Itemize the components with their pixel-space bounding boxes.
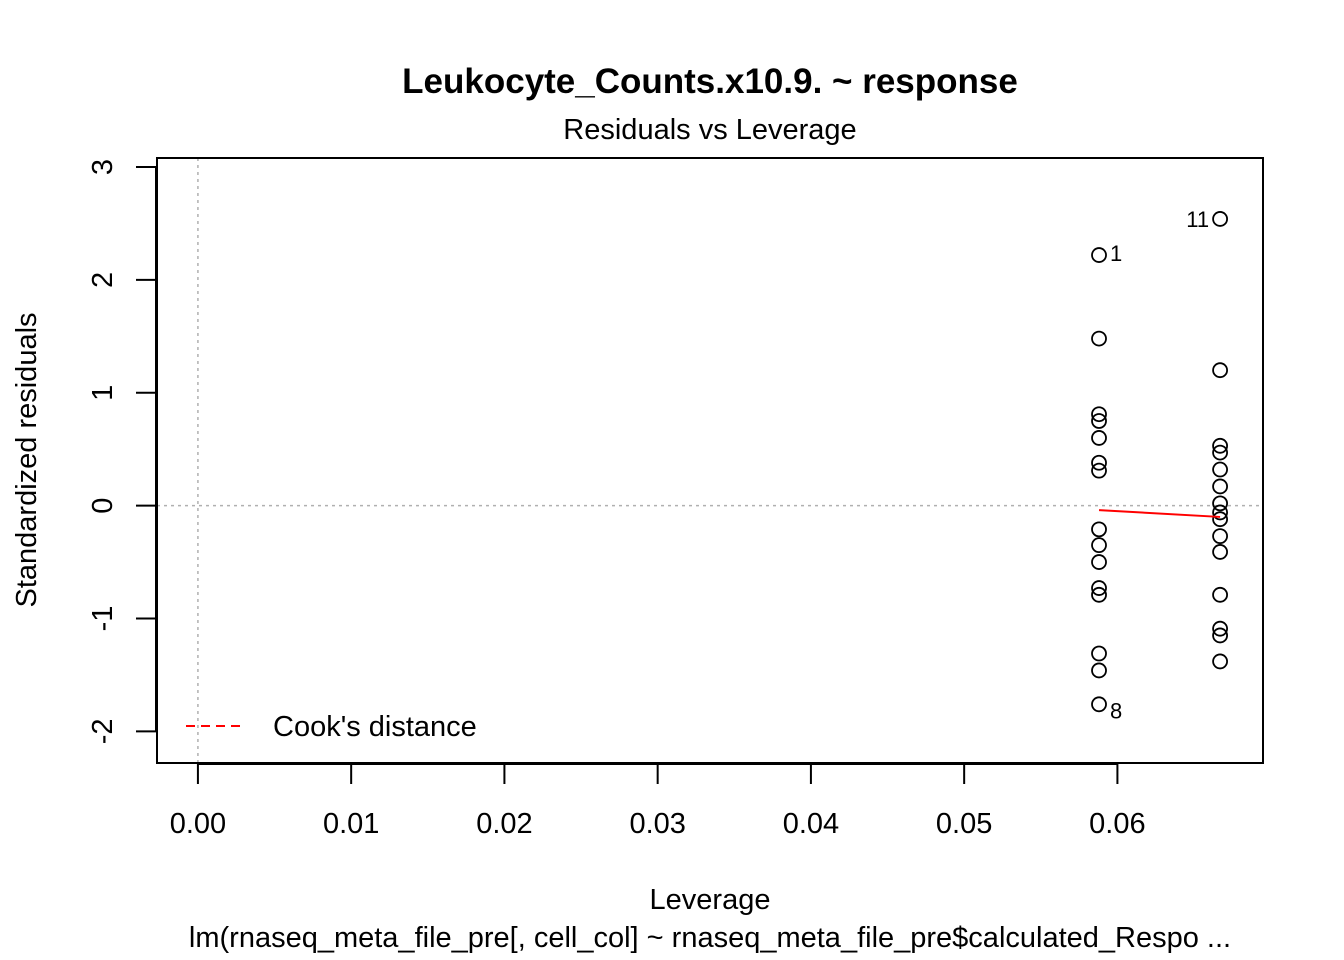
data-point bbox=[1091, 645, 1107, 662]
x-tick-label: 0.01 bbox=[323, 808, 379, 840]
data-point bbox=[1091, 454, 1107, 471]
data-point bbox=[1212, 627, 1228, 644]
data-point bbox=[1091, 521, 1107, 538]
data-point bbox=[1091, 696, 1107, 713]
legend-label-cooks-distance: Cook's distance bbox=[273, 711, 477, 743]
data-point bbox=[1091, 580, 1107, 596]
data-point bbox=[1212, 211, 1228, 227]
y-tick-label: 2 bbox=[87, 272, 119, 288]
y-tick-label: 1 bbox=[87, 385, 119, 401]
y-tick-label: -2 bbox=[87, 718, 119, 744]
data-point bbox=[1091, 406, 1107, 423]
x-tick-label: 0.06 bbox=[1089, 808, 1145, 840]
y-axis-title: Standardized residuals bbox=[11, 312, 43, 607]
data-point bbox=[1212, 478, 1228, 495]
y-tick-label: -1 bbox=[87, 606, 119, 632]
smooth-line bbox=[1098, 509, 1221, 518]
data-point bbox=[1212, 586, 1228, 603]
data-point bbox=[1091, 413, 1107, 429]
x-axis-title: Leverage bbox=[650, 884, 771, 916]
x-tick-label: 0.00 bbox=[170, 808, 226, 840]
x-tick-label: 0.04 bbox=[783, 808, 839, 840]
chart-subtitle: Residuals vs Leverage bbox=[563, 114, 856, 146]
data-point bbox=[1091, 662, 1107, 679]
x-tick-label: 0.03 bbox=[629, 808, 685, 840]
point-label: 1 bbox=[1110, 241, 1122, 266]
point-label: 11 bbox=[1186, 207, 1209, 232]
data-point bbox=[1212, 362, 1228, 379]
point-label: 8 bbox=[1110, 698, 1122, 723]
data-point bbox=[1091, 247, 1107, 263]
data-point bbox=[1212, 544, 1228, 560]
data-point bbox=[1212, 511, 1228, 528]
data-point bbox=[1091, 430, 1107, 446]
plot-frame bbox=[156, 157, 1264, 764]
y-tick-label: 0 bbox=[87, 498, 119, 514]
axis-layer: 0.00 0.01 0.02 0.03 0.04 0.05 0.06 -2 -1 0 1 2 3 bbox=[87, 159, 1146, 840]
chart-title: Leukocyte_Counts.x10.9. ~ response bbox=[402, 62, 1018, 101]
data-point bbox=[1212, 620, 1228, 637]
data-point bbox=[1091, 586, 1107, 603]
legend: Cook's distance bbox=[186, 711, 477, 743]
y-tick-label: 3 bbox=[87, 159, 119, 175]
data-point bbox=[1212, 444, 1228, 461]
data-point bbox=[1212, 461, 1228, 478]
data-point bbox=[1212, 495, 1228, 512]
data-point bbox=[1212, 437, 1228, 454]
x-tick-label: 0.02 bbox=[476, 808, 532, 840]
data-point bbox=[1212, 528, 1228, 545]
data-point bbox=[1091, 554, 1107, 570]
x-tick-label: 0.05 bbox=[936, 808, 992, 840]
data-point bbox=[1091, 462, 1107, 479]
model-caption: lm(rnaseq_meta_file_pre[, cell_col] ~ rn… bbox=[189, 922, 1231, 954]
data-point bbox=[1212, 653, 1228, 670]
data-point bbox=[1091, 330, 1107, 347]
data-point bbox=[1212, 504, 1228, 521]
data-point bbox=[1091, 537, 1107, 554]
